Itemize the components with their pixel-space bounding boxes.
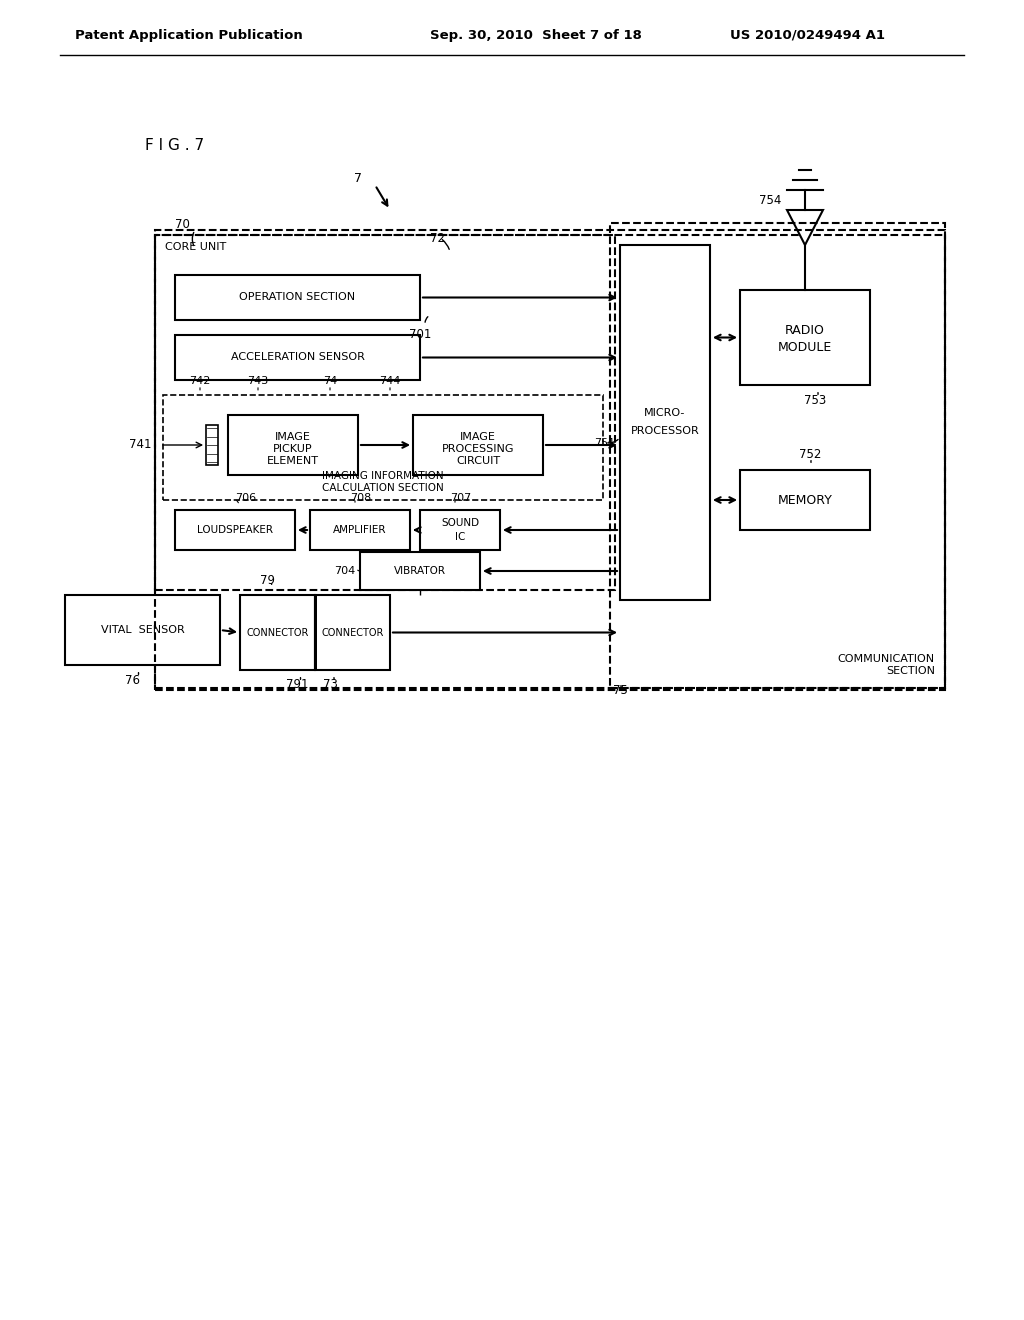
Bar bbox=[420, 510, 500, 550]
Text: AMPLIFIER: AMPLIFIER bbox=[333, 525, 387, 535]
Bar bbox=[163, 395, 603, 500]
Text: 742: 742 bbox=[189, 376, 211, 385]
Text: 704: 704 bbox=[334, 566, 355, 576]
Text: Patent Application Publication: Patent Application Publication bbox=[75, 29, 303, 41]
Text: CORE UNIT: CORE UNIT bbox=[165, 242, 226, 252]
Text: CONNECTOR: CONNECTOR bbox=[322, 627, 384, 638]
Bar bbox=[610, 223, 945, 688]
Text: LOUDSPEAKER: LOUDSPEAKER bbox=[197, 525, 273, 535]
Bar bbox=[740, 290, 870, 385]
Polygon shape bbox=[787, 210, 823, 246]
Text: IMAGE: IMAGE bbox=[275, 432, 311, 442]
Text: 791: 791 bbox=[287, 678, 309, 692]
Text: 754: 754 bbox=[759, 194, 781, 206]
Text: PICKUP: PICKUP bbox=[273, 444, 312, 454]
Text: 707: 707 bbox=[450, 492, 471, 503]
Text: 75: 75 bbox=[612, 684, 628, 697]
Text: 74: 74 bbox=[323, 376, 337, 385]
Bar bbox=[413, 414, 543, 475]
Text: IC: IC bbox=[455, 532, 465, 543]
Text: COMMUNICATION
SECTION: COMMUNICATION SECTION bbox=[838, 653, 935, 676]
Text: 744: 744 bbox=[379, 376, 400, 385]
Text: IMAGE: IMAGE bbox=[460, 432, 496, 442]
Text: 741: 741 bbox=[129, 438, 152, 451]
Bar bbox=[740, 470, 870, 531]
Text: 706: 706 bbox=[234, 492, 256, 503]
Bar bbox=[175, 510, 295, 550]
Text: 70: 70 bbox=[174, 219, 189, 231]
Text: 72: 72 bbox=[430, 231, 445, 244]
Text: VIBRATOR: VIBRATOR bbox=[394, 566, 446, 576]
Text: VITAL  SENSOR: VITAL SENSOR bbox=[100, 624, 184, 635]
Bar bbox=[155, 235, 945, 690]
Text: IMAGING INFORMATION
CALCULATION SECTION: IMAGING INFORMATION CALCULATION SECTION bbox=[323, 471, 443, 494]
Bar bbox=[240, 595, 315, 671]
Bar bbox=[315, 595, 390, 671]
Text: RADIO: RADIO bbox=[785, 323, 825, 337]
Text: 79: 79 bbox=[260, 573, 275, 586]
Text: 76: 76 bbox=[125, 673, 140, 686]
Text: US 2010/0249494 A1: US 2010/0249494 A1 bbox=[730, 29, 885, 41]
Text: PROCESSOR: PROCESSOR bbox=[631, 425, 699, 436]
Text: ELEMENT: ELEMENT bbox=[267, 455, 319, 466]
Bar bbox=[206, 425, 218, 465]
Text: CONNECTOR: CONNECTOR bbox=[247, 627, 308, 638]
Text: SOUND: SOUND bbox=[441, 517, 479, 528]
Bar bbox=[620, 246, 710, 601]
Text: OPERATION SECTION: OPERATION SECTION bbox=[240, 293, 355, 302]
Text: F I G . 7: F I G . 7 bbox=[145, 137, 204, 153]
Text: Sep. 30, 2010  Sheet 7 of 18: Sep. 30, 2010 Sheet 7 of 18 bbox=[430, 29, 642, 41]
Text: MEMORY: MEMORY bbox=[777, 494, 833, 507]
Bar bbox=[65, 595, 220, 665]
Bar bbox=[155, 235, 615, 590]
Bar bbox=[175, 335, 420, 380]
Text: 73: 73 bbox=[323, 678, 338, 692]
Bar bbox=[228, 414, 358, 475]
Text: 743: 743 bbox=[248, 376, 268, 385]
Bar bbox=[175, 275, 420, 319]
Text: 7: 7 bbox=[354, 172, 362, 185]
Text: ACCELERATION SENSOR: ACCELERATION SENSOR bbox=[230, 352, 365, 363]
Text: 701: 701 bbox=[409, 329, 431, 342]
Text: MICRO-: MICRO- bbox=[644, 408, 686, 417]
Text: CIRCUIT: CIRCUIT bbox=[456, 455, 500, 466]
Text: 753: 753 bbox=[804, 393, 826, 407]
Text: 751: 751 bbox=[594, 437, 615, 447]
Text: 752: 752 bbox=[799, 449, 821, 462]
Bar bbox=[360, 552, 480, 590]
Bar bbox=[310, 510, 410, 550]
Bar bbox=[155, 230, 945, 688]
Text: 708: 708 bbox=[350, 492, 372, 503]
Text: MODULE: MODULE bbox=[778, 341, 833, 354]
Text: PROCESSING: PROCESSING bbox=[441, 444, 514, 454]
